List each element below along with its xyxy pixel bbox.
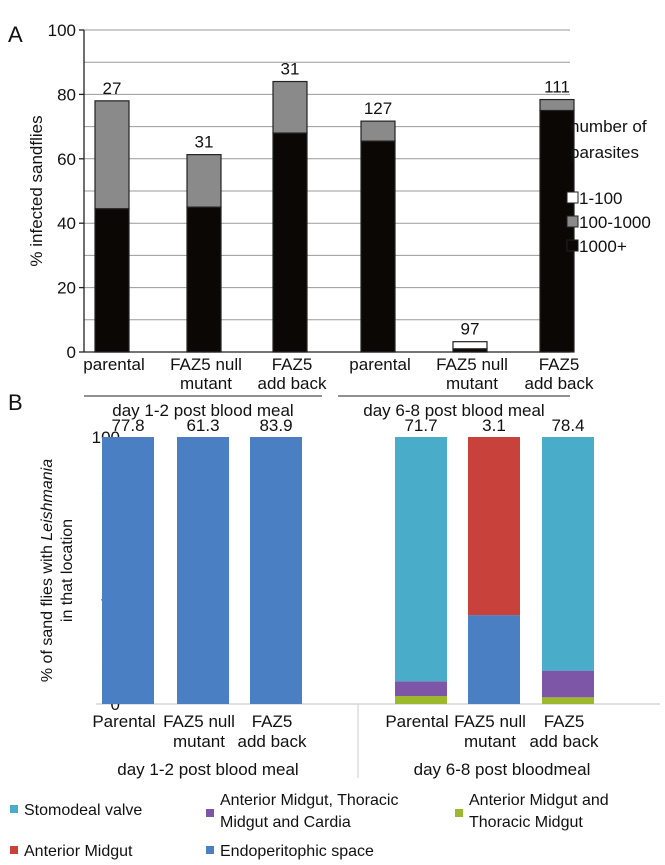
category-label: add back (238, 732, 307, 751)
bar-count-label: 127 (364, 99, 392, 118)
category-label: parental (349, 355, 410, 374)
bar-segment (177, 437, 229, 704)
y-tick-label: 0 (67, 343, 76, 362)
y-axis-label: % infected sandflies (27, 115, 46, 266)
legend-label: Anterior Midgut and (469, 792, 609, 809)
category-label: FAZ5 null (454, 712, 526, 731)
bar-count-label: 31 (195, 133, 214, 152)
group-label: day 6-8 post blood meal (363, 401, 544, 420)
bar-top-label: 77.8 (111, 416, 144, 435)
bar-count-label: 31 (281, 60, 300, 79)
y-tick-label: 0 (111, 695, 120, 714)
bar-segment (395, 437, 447, 682)
bar-segment (186, 206, 222, 353)
bar-top-label: 61.3 (186, 416, 219, 435)
bar-top-label: 71.7 (404, 416, 437, 435)
y-axis-label: in that location (59, 519, 76, 622)
category-label: Parental (385, 712, 448, 731)
group-label: day 6-8 post bloodmeal (414, 760, 591, 779)
bar-count-label: 97 (461, 320, 480, 339)
bar-segment (102, 437, 154, 704)
bar-top-label: 78.4 (551, 416, 584, 435)
legend-swatch (10, 805, 18, 813)
category-label: add back (258, 374, 327, 393)
bar-segment (395, 695, 447, 704)
legend-label: 100-1000 (579, 213, 651, 232)
bar-segment (539, 109, 575, 353)
group-label: day 1-2 post blood meal (117, 760, 298, 779)
legend-label: Thoracic Midgut (469, 814, 583, 831)
bar-top-label: 3.1 (482, 416, 506, 435)
bar-segment (452, 341, 488, 350)
y-tick-label: 60 (57, 150, 76, 169)
legend-title: number of (570, 117, 647, 136)
legend-swatch (566, 191, 579, 204)
bar-segment (542, 437, 594, 671)
y-axis-label-part: Leishmania (39, 459, 56, 541)
bar-segment (360, 140, 396, 353)
legend-swatch (566, 215, 579, 228)
legend-label: Stomodeal valve (24, 802, 142, 819)
y-axis-label-part: % of sand flies with (39, 541, 56, 682)
legend-swatch (206, 809, 214, 817)
bar-segment (468, 437, 520, 616)
y-tick-label: 100 (48, 21, 76, 40)
bar-segment (272, 80, 308, 134)
bar-segment (542, 670, 594, 698)
category-label: mutant (446, 374, 498, 393)
bar-segment (539, 98, 575, 112)
legend-swatch (455, 809, 463, 817)
panel-letter-b: B (8, 390, 23, 415)
legend-label: Anterior Midgut, Thoracic (220, 792, 398, 809)
bar-segment (186, 154, 222, 208)
legend-label: Anterior Midgut (24, 843, 133, 860)
panel-letter-a: A (8, 22, 23, 47)
category-label: FAZ5 null (436, 355, 508, 374)
legend-label: 1-100 (579, 189, 622, 208)
y-tick-label: 20 (57, 279, 76, 298)
bar-count-label: 27 (103, 79, 122, 98)
legend-label: Endoperitophic space (220, 843, 374, 860)
category-label: FAZ5 (539, 355, 580, 374)
legend-label: Midgut and Cardia (220, 814, 351, 831)
category-label: parental (83, 355, 144, 374)
bar-segment (272, 132, 308, 353)
bar-segment (94, 100, 130, 210)
panel-a-chart: 0 20 40 60 80 100 % infected sandflies 27 parent… (27, 21, 651, 420)
legend-swatch (206, 846, 214, 854)
bar-segment (468, 615, 520, 704)
bar-segment (94, 208, 130, 353)
category-label: add back (525, 374, 594, 393)
group-label: day 1-2 post blood meal (112, 401, 293, 420)
category-label: FAZ5 (272, 355, 313, 374)
legend-swatch (566, 239, 579, 252)
y-axis-label-part: in that location (59, 519, 76, 622)
y-tick-label: 40 (57, 214, 76, 233)
category-label: add back (530, 732, 599, 751)
bar-segment (250, 437, 302, 704)
legend-swatch (10, 846, 18, 854)
bar-count-label: 111 (544, 78, 570, 97)
bar-segment (360, 120, 396, 142)
bar-segment (542, 697, 594, 704)
category-label: mutant (464, 732, 516, 751)
category-label: mutant (180, 374, 232, 393)
category-label: FAZ5 null (163, 712, 235, 731)
category-label: Parental (92, 712, 155, 731)
category-label: FAZ5 (252, 712, 293, 731)
y-tick-label: 80 (57, 85, 76, 104)
category-label: FAZ5 null (170, 355, 242, 374)
category-label: FAZ5 (544, 712, 585, 731)
category-label: mutant (173, 732, 225, 751)
y-axis-label: % of sand flies with Leishmania (39, 459, 56, 682)
legend-title: parasites (570, 143, 639, 162)
legend-label: 1000+ (579, 237, 627, 256)
bar-top-label: 83.9 (259, 416, 292, 435)
bar-segment (395, 681, 447, 696)
